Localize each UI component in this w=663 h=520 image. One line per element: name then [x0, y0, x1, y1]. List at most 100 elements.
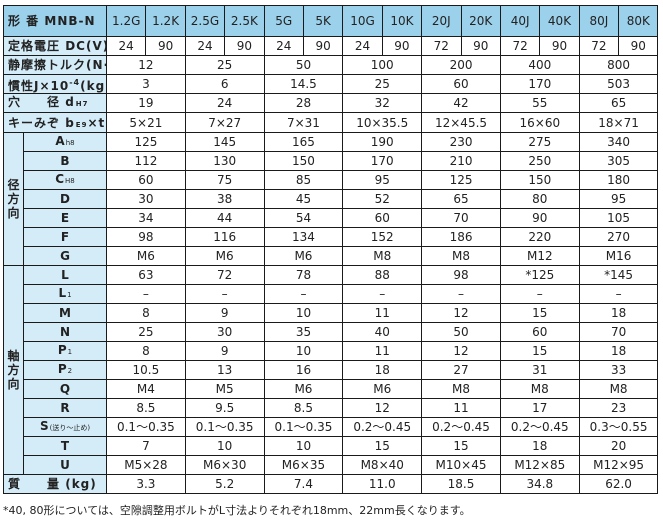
voltage-value: 24 — [105, 36, 147, 56]
inertia-value: 60 — [421, 74, 501, 94]
value: 503 — [607, 77, 631, 91]
axial-value: 18 — [342, 360, 423, 380]
value: 10 — [217, 439, 233, 453]
axial-value: 33 — [578, 360, 659, 380]
value: 270 — [607, 230, 631, 244]
value: *145 — [604, 268, 634, 282]
model-name: 2.5G — [190, 14, 220, 28]
value: 180 — [607, 173, 631, 187]
axial-dim-label: N — [23, 322, 107, 342]
value: 54 — [295, 211, 312, 225]
voltage-value: 24 — [263, 36, 304, 56]
row-label: 定格電圧 — [8, 39, 61, 53]
model-cell: 5K — [302, 5, 344, 37]
radial-value: 60 — [342, 208, 423, 228]
keyway-row: キーみぞ bE9×t+0.20 5×21 7×27 7×31 10×35.5 12×45.… — [3, 112, 659, 133]
dim-letter: A — [55, 134, 65, 148]
radial-value: 112 — [106, 151, 186, 171]
axial-value: 12 — [421, 341, 501, 361]
value: 90 — [236, 39, 252, 53]
torque-value: 800 — [578, 55, 659, 75]
axial-dim-label: L1 — [23, 284, 107, 304]
axial-value: M8 — [578, 379, 659, 399]
axial-value: M6×35 — [263, 455, 344, 475]
axial-value: 11 — [342, 341, 423, 361]
axial-value: 10.5 — [106, 360, 186, 380]
model-name: 1.2K — [152, 14, 180, 28]
radial-value: 165 — [263, 132, 344, 152]
value: 250 — [528, 154, 552, 168]
value: 15 — [532, 344, 548, 358]
axial-value: M12×85 — [499, 455, 580, 475]
axial-dim-label: S(送り～止め) — [23, 417, 107, 437]
value: 18 — [374, 363, 390, 377]
value: 8 — [142, 306, 150, 320]
value: 170 — [528, 77, 552, 91]
value: M16 — [605, 249, 632, 263]
radial-value: 150 — [263, 151, 344, 171]
value: 7.4 — [293, 477, 313, 491]
value: 150 — [528, 173, 552, 187]
model-cell: 5G — [263, 5, 304, 37]
mass-value: 7.4 — [263, 474, 344, 494]
value: 25 — [217, 58, 233, 72]
radial-dim-label: Ah8 — [23, 132, 107, 152]
keyway-value: 18×71 — [578, 112, 659, 133]
radial-value: 95 — [578, 189, 659, 209]
axial-value: 13 — [184, 360, 265, 380]
radial-value: 152 — [342, 227, 423, 247]
value: 190 — [370, 135, 394, 149]
model-name: 5G — [275, 14, 293, 28]
axial-row: M 8 9 10 11 12 15 18 — [4, 303, 659, 323]
axial-value: M4 — [106, 379, 186, 399]
value: 24 — [197, 39, 213, 53]
dim-letter: P — [57, 343, 67, 357]
value: 130 — [213, 154, 237, 168]
mass-value: 18.5 — [421, 474, 501, 494]
radial-value: 180 — [578, 170, 659, 190]
value: 125 — [134, 135, 158, 149]
radial-value: 95 — [342, 170, 423, 190]
radial-row: D 30 38 45 52 65 80 95 — [4, 189, 659, 209]
torque-value: 200 — [421, 55, 501, 75]
dim-letter: G — [60, 249, 70, 263]
radial-value: M12 — [499, 246, 580, 266]
radial-value: 80 — [499, 189, 580, 209]
axial-value: 88 — [342, 265, 423, 285]
dim-letter: Q — [59, 382, 71, 396]
value: 32 — [374, 96, 390, 110]
value: 15 — [374, 439, 390, 453]
row-label: 静摩擦トルク — [8, 58, 87, 72]
group-char: 径 — [7, 178, 20, 192]
value: 275 — [528, 135, 552, 149]
radial-value: 190 — [342, 132, 423, 152]
torque-value: 50 — [263, 55, 344, 75]
axial-value: 11 — [421, 398, 501, 418]
model-name: 80K — [626, 14, 650, 28]
axial-value: M8 — [499, 379, 580, 399]
axial-value: 63 — [106, 265, 186, 285]
radial-value: 250 — [499, 151, 580, 171]
axial-value: 18 — [499, 436, 580, 456]
value: 50 — [295, 58, 312, 72]
axial-value: – — [184, 284, 265, 304]
value: 24 — [354, 39, 371, 53]
value: M8×40 — [360, 458, 404, 472]
axial-value: 18 — [578, 303, 659, 323]
value: 0.1～0.35 — [274, 420, 333, 434]
value: 9.5 — [215, 401, 235, 415]
row-label: 慣性 — [8, 78, 35, 93]
value: 0.2～0.45 — [432, 420, 490, 434]
value: 60 — [532, 325, 548, 339]
axial-value: M5×28 — [106, 455, 186, 475]
keyway-value: 5×21 — [106, 112, 186, 133]
value: 98 — [138, 230, 154, 244]
dim-letter: R — [60, 401, 70, 415]
value: 35 — [295, 325, 312, 339]
radial-value: 44 — [184, 208, 265, 228]
value: 14.5 — [290, 77, 317, 91]
value: 33 — [610, 363, 627, 377]
axial-dim-label: Q — [23, 379, 107, 399]
radial-value: 105 — [578, 208, 659, 228]
value: 12 — [138, 58, 154, 72]
